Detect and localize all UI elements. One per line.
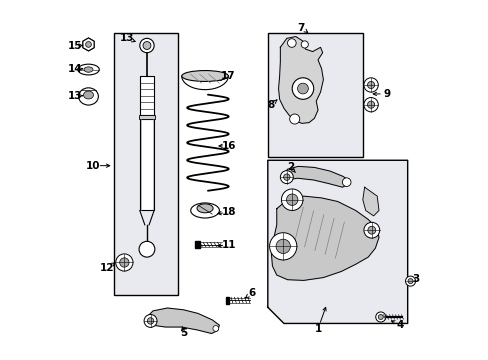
Polygon shape [283, 166, 348, 187]
Circle shape [281, 189, 303, 211]
Polygon shape [83, 38, 94, 51]
Circle shape [286, 194, 297, 206]
Circle shape [85, 41, 91, 47]
Bar [140, 76, 153, 116]
Text: 6: 6 [247, 288, 255, 298]
Polygon shape [362, 187, 378, 216]
Text: 4: 4 [396, 320, 404, 330]
Text: 14: 14 [68, 64, 82, 74]
Ellipse shape [83, 91, 93, 99]
Circle shape [142, 41, 151, 49]
Circle shape [287, 39, 296, 47]
Text: 2: 2 [286, 162, 293, 172]
Polygon shape [83, 38, 94, 51]
Ellipse shape [197, 204, 213, 213]
Text: 7: 7 [297, 23, 304, 33]
Text: 18: 18 [222, 207, 236, 217]
Polygon shape [267, 160, 407, 323]
Bar [195, 241, 199, 248]
Text: 13: 13 [68, 91, 82, 101]
Circle shape [367, 226, 375, 234]
Text: 5: 5 [180, 328, 187, 338]
Text: 12: 12 [100, 263, 115, 273]
Polygon shape [182, 76, 228, 90]
Text: 17: 17 [221, 71, 235, 81]
Circle shape [363, 222, 379, 238]
Polygon shape [145, 308, 219, 333]
Circle shape [140, 39, 154, 53]
Circle shape [289, 114, 299, 124]
Circle shape [342, 178, 350, 186]
Ellipse shape [182, 71, 228, 81]
Circle shape [269, 233, 296, 260]
Text: 10: 10 [86, 161, 100, 171]
Text: 3: 3 [411, 274, 419, 284]
Circle shape [120, 258, 129, 267]
Circle shape [212, 325, 218, 331]
Bar [140, 119, 154, 211]
Text: 15: 15 [68, 41, 82, 50]
Ellipse shape [78, 64, 99, 75]
Circle shape [139, 241, 155, 257]
Bar [113, 33, 178, 295]
Circle shape [407, 279, 412, 284]
Text: 16: 16 [222, 141, 236, 151]
Circle shape [276, 239, 290, 253]
Circle shape [367, 81, 374, 89]
Circle shape [280, 171, 293, 184]
Circle shape [363, 98, 378, 112]
Circle shape [375, 312, 385, 322]
Polygon shape [278, 37, 323, 123]
Text: 1: 1 [314, 324, 321, 334]
Circle shape [144, 315, 157, 327]
Circle shape [405, 276, 415, 286]
Circle shape [293, 80, 308, 94]
Circle shape [292, 78, 313, 99]
Circle shape [301, 41, 308, 48]
Circle shape [378, 315, 383, 319]
Text: 13: 13 [120, 33, 134, 43]
Text: 9: 9 [383, 89, 390, 99]
Bar [225, 297, 229, 304]
Text: 11: 11 [222, 239, 236, 249]
Circle shape [367, 101, 374, 108]
Text: 8: 8 [267, 100, 274, 110]
Circle shape [147, 318, 153, 324]
Circle shape [283, 174, 289, 180]
Bar [267, 33, 362, 157]
Circle shape [363, 78, 378, 92]
Polygon shape [271, 196, 378, 280]
Ellipse shape [84, 67, 93, 72]
Ellipse shape [190, 203, 219, 218]
Bar [139, 116, 155, 119]
Circle shape [297, 83, 308, 94]
Circle shape [116, 254, 133, 271]
Ellipse shape [79, 88, 98, 105]
